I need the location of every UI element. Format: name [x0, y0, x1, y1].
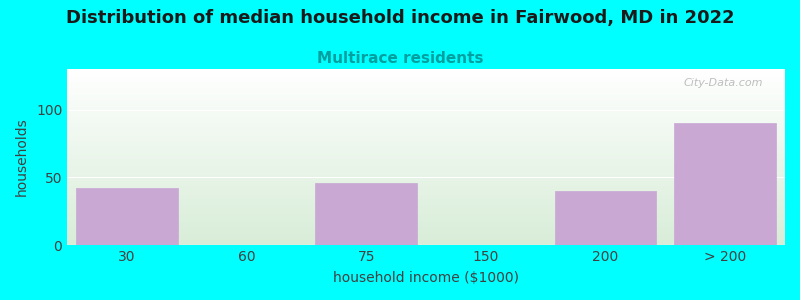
Text: Distribution of median household income in Fairwood, MD in 2022: Distribution of median household income …: [66, 9, 734, 27]
Text: Multirace residents: Multirace residents: [317, 51, 483, 66]
Bar: [554, 191, 656, 245]
X-axis label: household income ($1000): household income ($1000): [333, 271, 519, 285]
Bar: [315, 183, 417, 245]
Y-axis label: households: households: [15, 118, 29, 196]
Text: City-Data.com: City-Data.com: [684, 78, 763, 88]
Bar: [76, 188, 178, 245]
Bar: [674, 123, 776, 245]
